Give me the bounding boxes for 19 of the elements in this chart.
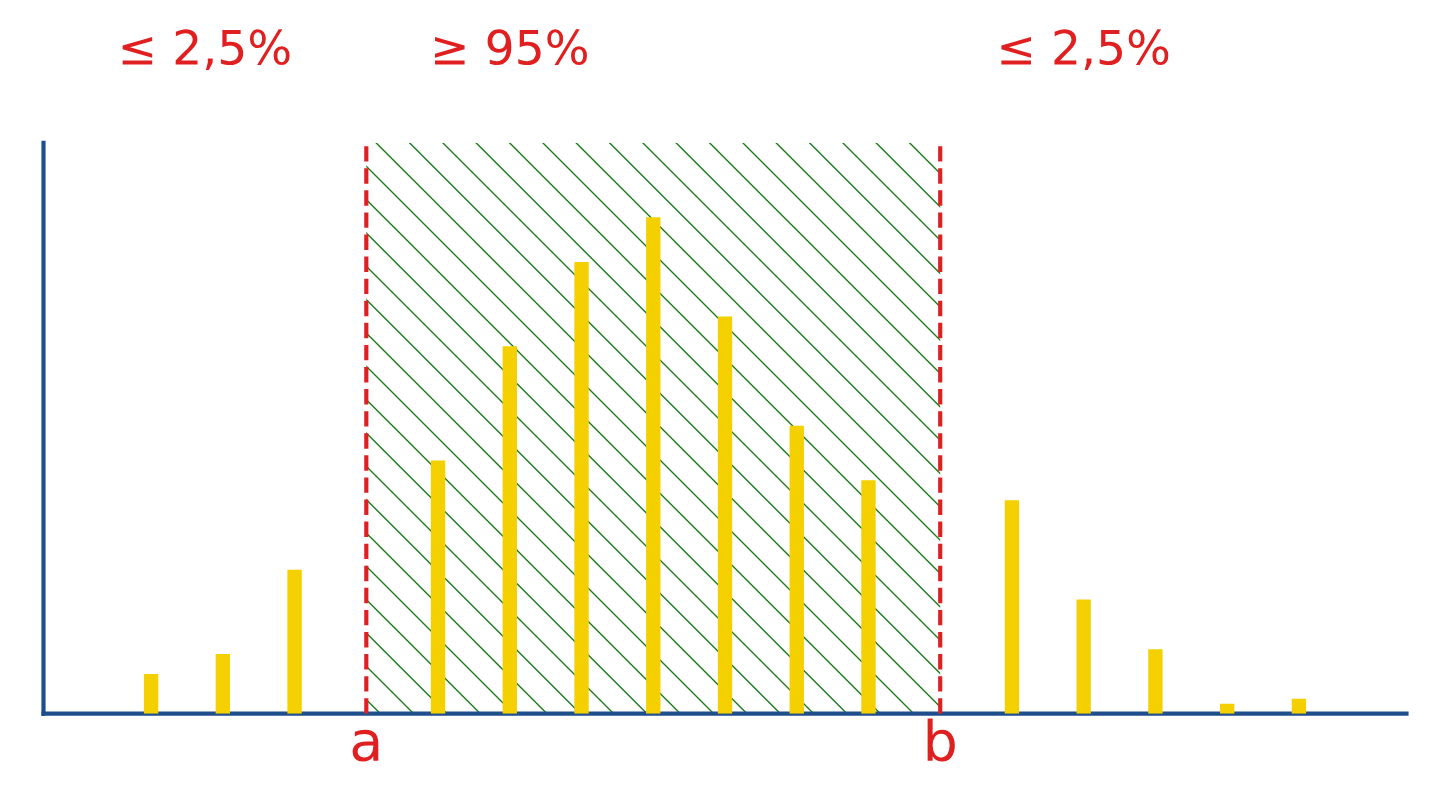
bar xyxy=(789,425,804,714)
bar xyxy=(215,654,231,714)
text: ≤ 2,5% xyxy=(122,29,290,70)
x-tick-label: a xyxy=(352,729,379,762)
bar xyxy=(430,460,446,714)
x-tick-label: b xyxy=(927,718,955,762)
bar xyxy=(717,316,733,714)
bar xyxy=(861,480,876,714)
bar xyxy=(502,346,517,714)
bar xyxy=(1076,599,1091,714)
bar xyxy=(574,261,589,714)
band-label: ≥ 95% xyxy=(435,29,587,66)
bar xyxy=(1004,500,1020,714)
bar xyxy=(287,569,302,714)
bar xyxy=(143,673,159,714)
bar xyxy=(1291,698,1307,714)
text: ≤ 2,5% xyxy=(1001,29,1169,70)
bar xyxy=(646,217,661,714)
bar xyxy=(1148,649,1163,714)
